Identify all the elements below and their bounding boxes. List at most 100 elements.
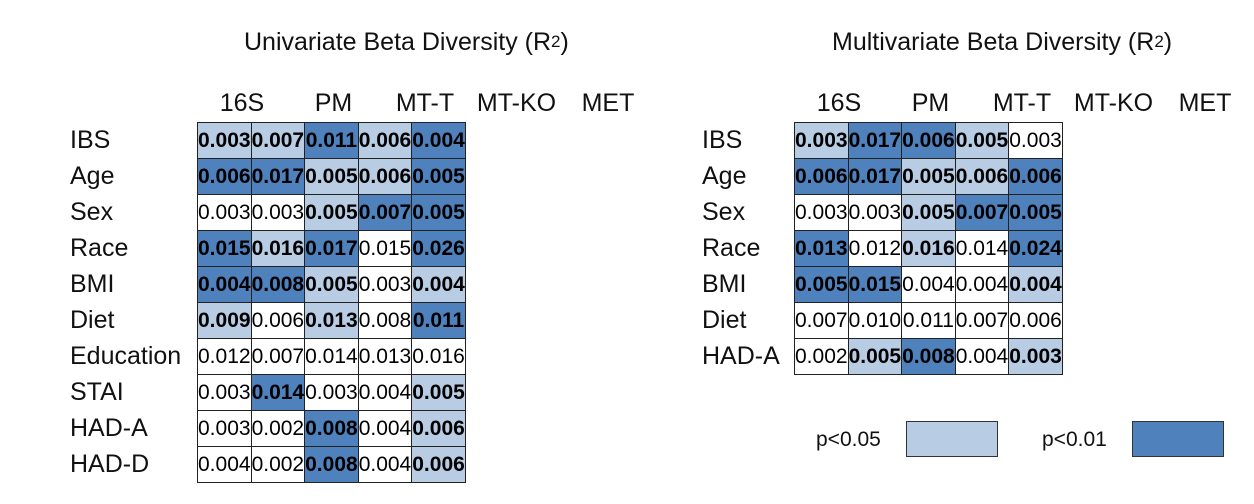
table-cell: 0.003 [1008, 338, 1063, 375]
table-cell: 0.006 [250, 302, 306, 339]
table-row: 0.015 0.016 0.017 0.015 0.026 [197, 230, 466, 267]
row-label: Age [70, 162, 115, 190]
table-cell: 0.006 [794, 158, 849, 195]
table-cell: 0.003 [794, 194, 849, 231]
table-cell: 0.005 [794, 266, 849, 303]
table-cell: 0.007 [954, 194, 1010, 231]
row-label: BMI [70, 270, 115, 298]
column-header: MET [581, 89, 635, 117]
table-cell: 0.007 [357, 194, 413, 231]
table-cell: 0.006 [1008, 158, 1063, 195]
legend-p01-label: p<0.01 [1042, 428, 1107, 451]
univariate-title-text: Univariate Beta Diversity (R [244, 28, 552, 56]
row-label: IBS [70, 126, 111, 154]
table-cell: 0.017 [847, 158, 903, 195]
table-row: 0.012 0.007 0.014 0.013 0.016 [197, 338, 466, 375]
table-row: 0.004 0.002 0.008 0.004 0.006 [197, 446, 466, 483]
table-cell: 0.002 [250, 446, 306, 483]
table-cell: 0.024 [1008, 230, 1063, 267]
table-cell: 0.015 [357, 230, 413, 267]
table-cell: 0.008 [250, 266, 306, 303]
table-cell: 0.003 [197, 122, 252, 159]
table-cell: 0.007 [954, 302, 1010, 339]
table-cell: 0.014 [954, 230, 1010, 267]
multivariate-title-suffix: ) [1163, 28, 1173, 56]
table-row: 0.003 0.007 0.011 0.006 0.004 [197, 122, 466, 159]
row-label: HAD-A [70, 414, 148, 442]
table-cell: 0.005 [954, 122, 1010, 159]
table-cell: 0.006 [954, 158, 1010, 195]
legend-p01-swatch [1132, 421, 1224, 457]
table-cell: 0.003 [357, 266, 413, 303]
table-cell: 0.004 [197, 446, 252, 483]
table-cell: 0.005 [411, 194, 466, 231]
table-cell: 0.012 [197, 338, 252, 375]
table-cell: 0.008 [357, 302, 413, 339]
table-cell: 0.017 [304, 230, 359, 267]
table-cell: 0.004 [954, 338, 1010, 375]
table-row: 0.003 0.002 0.008 0.004 0.006 [197, 410, 466, 447]
column-header: 16S [816, 89, 862, 117]
table-cell: 0.005 [304, 194, 359, 231]
row-label: Diet [702, 306, 747, 334]
table-cell: 0.008 [901, 338, 956, 375]
table-row: 0.003 0.003 0.005 0.007 0.005 [794, 194, 1063, 231]
row-label: Diet [70, 306, 115, 334]
table-cell: 0.005 [304, 158, 359, 195]
table-cell: 0.006 [1008, 302, 1063, 339]
univariate-title-sup: 2 [551, 32, 561, 51]
table-row: 0.007 0.010 0.011 0.007 0.006 [794, 302, 1063, 339]
table-cell: 0.007 [250, 122, 306, 159]
row-label: Race [70, 234, 129, 262]
table-cell: 0.026 [411, 230, 466, 267]
table-cell: 0.003 [250, 194, 306, 231]
table-cell: 0.003 [847, 194, 903, 231]
table-cell: 0.011 [901, 302, 956, 339]
table-cell: 0.005 [847, 338, 903, 375]
table-cell: 0.003 [304, 374, 359, 411]
table-row: 0.003 0.017 0.006 0.005 0.003 [794, 122, 1063, 159]
table-cell: 0.006 [901, 122, 956, 159]
column-header: PM [314, 89, 353, 117]
table-cell: 0.003 [1008, 122, 1063, 159]
table-cell: 0.003 [197, 374, 252, 411]
table-cell: 0.004 [901, 266, 956, 303]
table-cell: 0.005 [411, 158, 466, 195]
table-cell: 0.016 [411, 338, 466, 375]
column-header: MT-KO [476, 89, 557, 117]
table-row: 0.005 0.015 0.004 0.004 0.004 [794, 266, 1063, 303]
table-cell: 0.006 [197, 158, 252, 195]
table-cell: 0.016 [250, 230, 306, 267]
table-cell: 0.009 [197, 302, 252, 339]
table-cell: 0.003 [794, 122, 849, 159]
row-label: Sex [70, 198, 114, 226]
row-label: HAD-D [70, 450, 150, 478]
multivariate-title: Multivariate Beta Diversity (R2) [832, 28, 1172, 57]
multivariate-table: 0.003 0.017 0.006 0.005 0.003 0.006 0.017 0.005… [794, 122, 1063, 375]
table-cell: 0.011 [411, 302, 466, 339]
column-header: PM [911, 89, 950, 117]
table-cell: 0.013 [304, 302, 359, 339]
table-cell: 0.004 [197, 266, 252, 303]
table-cell: 0.014 [304, 338, 359, 375]
table-cell: 0.005 [1008, 194, 1063, 231]
table-cell: 0.008 [304, 446, 359, 483]
table-row: 0.002 0.005 0.008 0.004 0.003 [794, 338, 1063, 375]
column-header: MET [1178, 89, 1232, 117]
table-row: 0.009 0.006 0.013 0.008 0.011 [197, 302, 466, 339]
table-cell: 0.017 [250, 158, 306, 195]
table-row: 0.003 0.014 0.003 0.004 0.005 [197, 374, 466, 411]
table-cell: 0.017 [847, 122, 903, 159]
table-cell: 0.013 [357, 338, 413, 375]
table-cell: 0.005 [411, 374, 466, 411]
table-cell: 0.005 [304, 266, 359, 303]
univariate-title-suffix: ) [560, 28, 569, 56]
column-header: MT-KO [1073, 89, 1154, 117]
table-cell: 0.005 [901, 158, 956, 195]
column-header: MT-T [395, 89, 455, 117]
row-label: Race [702, 234, 761, 262]
table-cell: 0.004 [357, 446, 413, 483]
row-label: Sex [702, 198, 746, 226]
row-label: Age [702, 162, 747, 190]
column-header: MT-T [992, 89, 1052, 117]
